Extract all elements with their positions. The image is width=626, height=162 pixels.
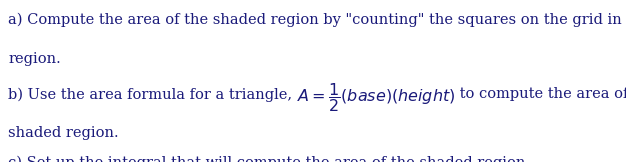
- Text: $A = \dfrac{1}{2}\mathit{(base)}\mathit{(height)}$: $A = \dfrac{1}{2}\mathit{(base)}\mathit{…: [297, 81, 455, 114]
- Text: region.: region.: [8, 52, 61, 66]
- Text: c) Set up the integral that will compute the area of the shaded region.: c) Set up the integral that will compute…: [8, 156, 530, 162]
- Text: to compute the area of the: to compute the area of the: [455, 87, 626, 101]
- Text: b) Use the area formula for a triangle,: b) Use the area formula for a triangle,: [8, 87, 297, 102]
- Text: a) Compute the area of the shaded region by "counting" the squares on the grid i: a) Compute the area of the shaded region…: [8, 13, 626, 27]
- Text: shaded region.: shaded region.: [8, 126, 119, 140]
